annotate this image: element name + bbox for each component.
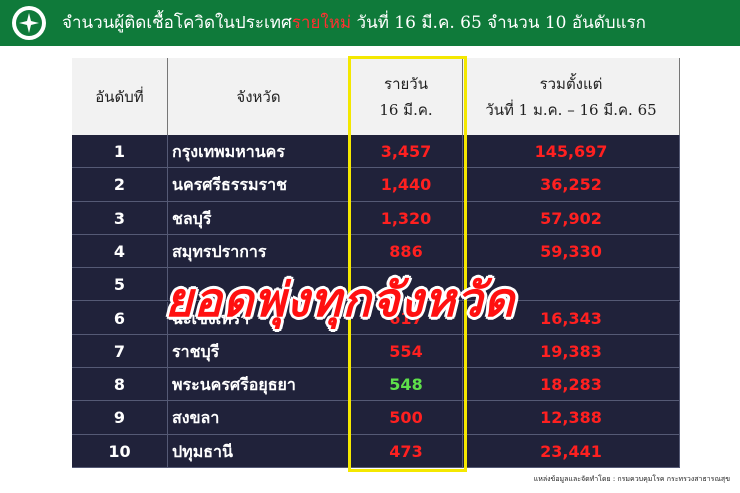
rank-cell: 9 <box>72 401 168 435</box>
daily-cell: 554 <box>350 334 463 369</box>
rank-cell: 3 <box>72 201 168 235</box>
total-cell <box>463 268 680 302</box>
daily-cell: 3,457 <box>350 135 463 169</box>
rank-cell: 1 <box>72 135 168 169</box>
total-cell: 12,388 <box>463 401 680 435</box>
daily-cell: 548 <box>350 368 463 402</box>
total-cell: 23,441 <box>463 434 680 468</box>
column-header: รายวัน 16 มี.ค. <box>350 58 463 135</box>
logo-emblem <box>19 13 39 33</box>
column-header: จังหวัด <box>168 58 350 135</box>
province-cell: ราชบุรี <box>168 334 350 369</box>
column-header-line: จังหวัด <box>236 87 281 106</box>
title-suffix: วันที่ 16 มี.ค. 65 จำนวน 10 อันดับแรก <box>351 13 646 33</box>
total-cell: 57,902 <box>463 201 680 235</box>
column-header-line: รวมตั้งแต่ <box>539 74 603 93</box>
column-header: อันดับที่ <box>72 58 168 135</box>
province-cell: สงขลา <box>168 401 350 435</box>
rank-cell: 10 <box>72 434 168 468</box>
rank-cell: 8 <box>72 368 168 402</box>
header-bar <box>0 0 740 46</box>
logo <box>12 6 46 40</box>
table: อันดับที่ จังหวัด รายวัน 16 มี.ค. รวมตั้งแต่… <box>72 58 680 468</box>
rank-cell: 6 <box>72 301 168 335</box>
daily-cell: 473 <box>350 434 463 468</box>
daily-cell: 500 <box>350 401 463 435</box>
rank-cell: 5 <box>72 268 168 302</box>
column-header-line: รายวัน <box>384 74 428 93</box>
column-header: รวมตั้งแต่วันที่ 1 ม.ค. – 16 มี.ค. 65 <box>463 58 680 135</box>
column-header-line: วันที่ 1 ม.ค. – 16 มี.ค. 65 <box>485 100 657 119</box>
rank-cell: 4 <box>72 234 168 269</box>
daily-cell: 1,440 <box>350 168 463 202</box>
footnote: แหล่งข้อมูลและจัดทำโดย : กรมควบคุมโรค กร… <box>533 475 730 483</box>
daily-cell <box>350 268 463 302</box>
title: จำนวนผู้ติดเชื้อโควิดในประเทศรายใหม่ วัน… <box>62 0 646 46</box>
total-cell: 18,283 <box>463 368 680 402</box>
title-prefix: จำนวนผู้ติดเชื้อโควิดในประเทศ <box>62 13 292 33</box>
overlay-text: ยอดพุ่งทุกจังหวัด <box>165 273 516 328</box>
title-highlight: รายใหม่ <box>291 13 352 33</box>
daily-cell: 1,320 <box>350 201 463 235</box>
total-cell: 19,383 <box>463 334 680 369</box>
column-header-line: 16 มี.ค. <box>379 100 433 119</box>
province-cell: ชลบุรี <box>168 201 350 235</box>
total-cell: 16,343 <box>463 301 680 335</box>
daily-cell: 886 <box>350 234 463 269</box>
province-cell: กรุงเทพมหานคร <box>168 135 350 169</box>
province-cell: ปทุมธานี <box>168 434 350 468</box>
column-header-line: อันดับที่ <box>95 87 144 106</box>
total-cell: 36,252 <box>463 168 680 202</box>
rank-cell: 7 <box>72 334 168 369</box>
total-cell: 145,697 <box>463 135 680 169</box>
daily-cell: 617 <box>350 301 463 335</box>
province-cell: พระนครศรีอยุธยา <box>168 368 350 402</box>
total-cell: 59,330 <box>463 234 680 269</box>
rank-cell: 2 <box>72 168 168 202</box>
province-cell: นครศรีธรรมราช <box>168 168 350 202</box>
